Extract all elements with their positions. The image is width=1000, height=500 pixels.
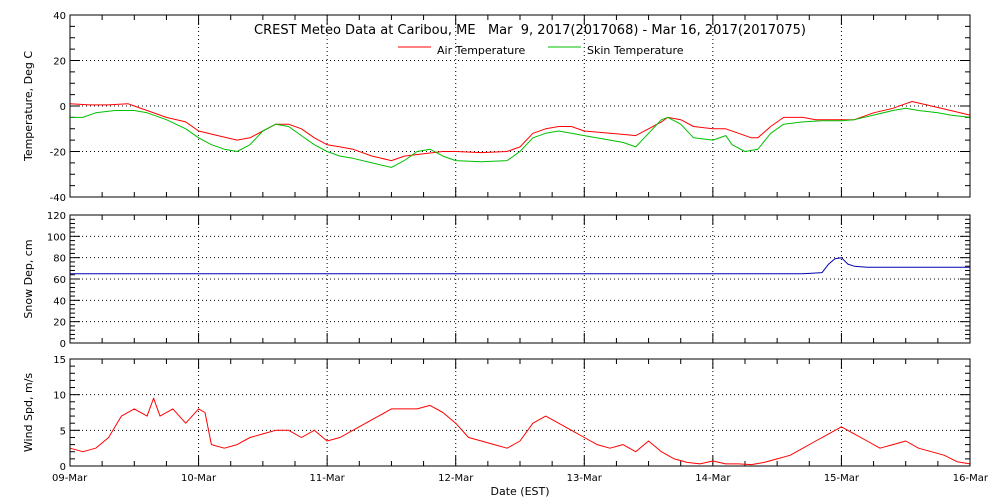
x-tick-label: 10-Mar (181, 473, 217, 484)
plot-frame (69, 14, 971, 198)
series-line-wind-speed-0 (69, 397, 971, 466)
x-tick-label: 16-Mar (953, 473, 989, 484)
y-tick-label: -20 (50, 148, 66, 159)
plot-frame (69, 358, 971, 467)
y-tick-label: 0 (60, 102, 66, 113)
y-tick-label: 20 (53, 318, 66, 329)
y-tick-label: 120 (47, 211, 66, 222)
y-tick-label: 20 (53, 57, 66, 68)
legend-label: Skin Temperature (587, 44, 684, 57)
series-line-snow-depth-0 (70, 257, 970, 275)
x-axis-title: Date (EST) (490, 485, 549, 498)
y-tick-label: 0 (60, 462, 66, 473)
y-tick-label: 60 (53, 275, 66, 286)
series-line-temperature-0 (69, 101, 971, 162)
panel-snow-depth: 0 20 40 60 80 100 120 Snow Dep, cm (22, 211, 971, 350)
plot-frame (69, 214, 971, 344)
legend: Air Temperature Skin Temperature (398, 44, 684, 57)
x-tick-label: 14-Mar (695, 473, 731, 484)
y-tick-label: 15 (53, 355, 66, 366)
y-tick-label: 10 (53, 391, 66, 402)
x-tick-label: 09-Mar (52, 473, 88, 484)
y-axis-title: Wind Spd, m/s (22, 373, 35, 453)
chart-title: CREST Meteo Data at Caribou, ME Mar 9, 2… (254, 23, 806, 38)
y-tick-label: 0 (60, 339, 66, 350)
y-tick-label: 5 (60, 426, 66, 437)
y-tick-label: 100 (47, 232, 66, 243)
y-tick-label: -40 (50, 193, 66, 204)
x-tick-label: 13-Mar (567, 473, 603, 484)
x-tick-label: 12-Mar (438, 473, 474, 484)
y-tick-label: 40 (53, 296, 66, 307)
x-tick-label: 11-Mar (310, 473, 346, 484)
x-tick-label: 15-Mar (824, 473, 860, 484)
series-line-temperature-1 (70, 107, 971, 168)
y-axis-title: Temperature, Deg C (22, 51, 35, 162)
y-axis-title: Snow Dep, cm (22, 239, 35, 318)
y-tick-label: 40 (53, 11, 66, 22)
panel-temperature: -40 -20 0 20 40 Temperature, Deg C Air Tempera… (22, 11, 971, 204)
legend-label: Air Temperature (437, 44, 526, 57)
panel-wind-speed: 0 5 10 15 Wind Spd, m/s (22, 355, 971, 473)
chart-panels: -40 -20 0 20 40 Temperature, Deg C Air Tempera… (22, 11, 989, 484)
y-tick-label: 80 (53, 254, 66, 265)
